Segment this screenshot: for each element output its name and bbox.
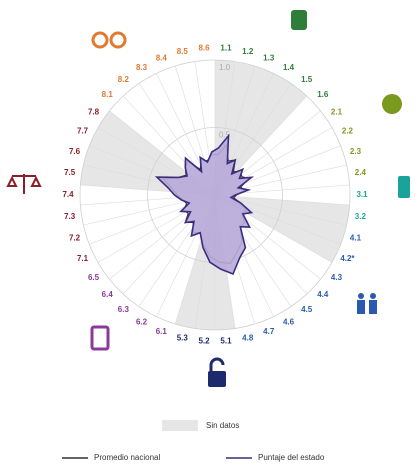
category-label: 1.5 xyxy=(301,75,313,84)
category-label: 7.8 xyxy=(88,107,100,116)
category-label: 5.1 xyxy=(220,337,232,346)
category-label: 6.5 xyxy=(88,273,100,282)
category-label: 5.2 xyxy=(198,337,210,346)
category-label: 8.1 xyxy=(102,90,114,99)
r-tick-label: 1.0 xyxy=(219,63,231,72)
category-label: 1.3 xyxy=(263,53,275,62)
category-label: 4.8 xyxy=(242,333,254,342)
category-label: 4.6 xyxy=(283,317,295,326)
category-label: 6.1 xyxy=(156,327,168,336)
icon xyxy=(90,325,110,351)
category-label: 8.3 xyxy=(136,63,148,72)
category-label: 3.1 xyxy=(356,190,368,199)
grid-ring xyxy=(79,59,351,331)
category-label: 3.2 xyxy=(355,212,367,221)
series-line xyxy=(154,133,255,276)
legend-swatch xyxy=(162,420,198,431)
r-tick-label: 0.5 xyxy=(219,131,231,140)
category-label: 6.4 xyxy=(102,290,114,299)
icon xyxy=(398,176,410,198)
category-label: 1.6 xyxy=(317,90,329,99)
category-label: 2.2 xyxy=(342,126,354,135)
category-label: 1.2 xyxy=(242,47,254,56)
category-label: 7.3 xyxy=(64,212,76,221)
category-label: 4.2* xyxy=(340,254,355,263)
category-label: 4.3 xyxy=(331,273,343,282)
category-label: 8.6 xyxy=(198,44,210,53)
no-data-wedge xyxy=(215,195,347,245)
legend-label: Sin datos xyxy=(206,421,239,430)
category-label: 2.3 xyxy=(350,147,362,156)
category-label: 7.4 xyxy=(62,190,74,199)
category-label: 2.1 xyxy=(331,107,343,116)
category-label: 7.7 xyxy=(77,126,89,135)
icon xyxy=(91,31,127,49)
category-label: 7.2 xyxy=(69,233,81,242)
no-data-wedge xyxy=(215,83,307,195)
category-label: 6.2 xyxy=(136,317,148,326)
category-label: 8.5 xyxy=(177,47,189,56)
legend-label: Promedio nacional xyxy=(94,453,160,462)
icons xyxy=(6,10,410,387)
icon xyxy=(208,357,226,387)
category-label: 1.1 xyxy=(220,44,232,53)
category-label: 4.7 xyxy=(263,327,275,336)
icon xyxy=(357,293,377,314)
category-label: 6.3 xyxy=(118,305,130,314)
category-label: 8.4 xyxy=(156,53,168,62)
category-label: 4.1 xyxy=(350,233,362,242)
category-label: 7.6 xyxy=(69,147,81,156)
legend-label: Puntaje del estado xyxy=(258,453,325,462)
icon xyxy=(291,10,307,30)
category-label: 1.4 xyxy=(283,63,295,72)
category-label: 7.1 xyxy=(77,254,89,263)
category-label: 4.5 xyxy=(301,305,313,314)
category-label: 5.3 xyxy=(177,333,189,342)
category-label: 4.4 xyxy=(317,290,329,299)
category-label: 8.2 xyxy=(118,75,130,84)
icon xyxy=(382,94,402,114)
category-label: 2.4 xyxy=(355,168,367,177)
icon xyxy=(6,174,42,194)
category-label: 7.5 xyxy=(64,168,76,177)
